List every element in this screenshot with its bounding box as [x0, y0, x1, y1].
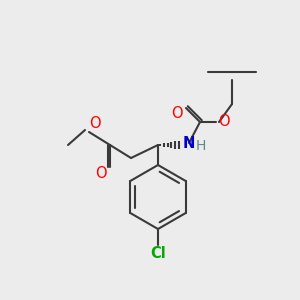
- Text: N: N: [183, 136, 195, 152]
- Text: O: O: [171, 106, 183, 121]
- Text: H: H: [196, 139, 206, 153]
- Text: O: O: [218, 113, 230, 128]
- Text: Cl: Cl: [150, 245, 166, 260]
- Text: O: O: [89, 116, 101, 131]
- Text: O: O: [95, 166, 107, 181]
